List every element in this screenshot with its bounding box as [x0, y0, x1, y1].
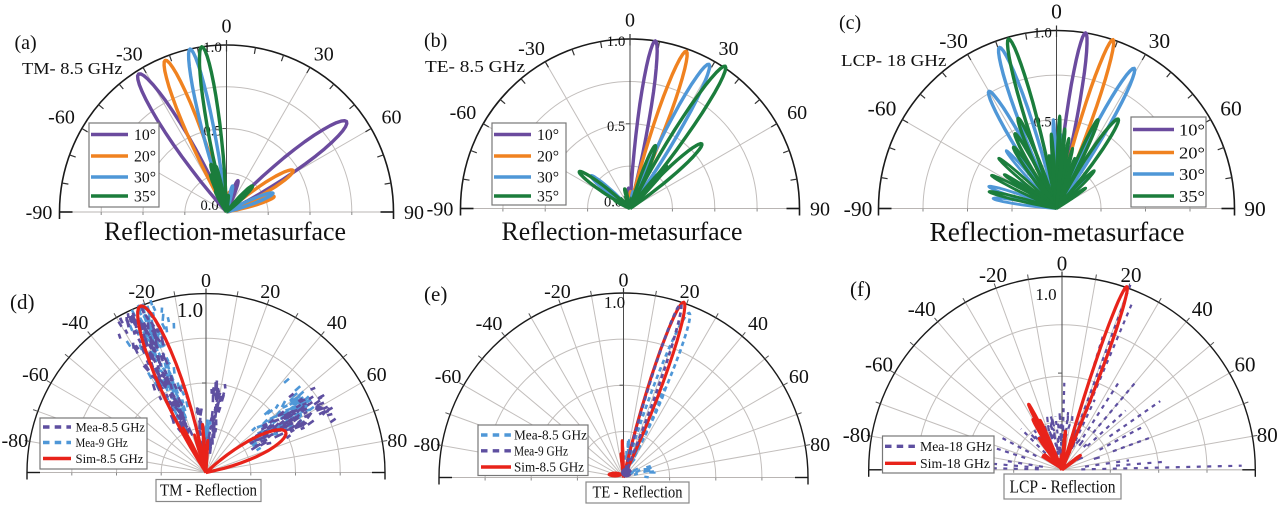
- svg-text:60: 60: [789, 366, 809, 388]
- svg-text:-60: -60: [865, 353, 893, 377]
- svg-text:-30: -30: [939, 29, 968, 53]
- svg-text:35°: 35°: [134, 188, 156, 205]
- svg-text:0: 0: [222, 16, 232, 38]
- svg-text:40: 40: [1192, 297, 1213, 321]
- svg-text:-40: -40: [476, 313, 503, 335]
- svg-text:(d): (d): [10, 290, 35, 314]
- svg-text:1.0: 1.0: [604, 293, 625, 312]
- svg-text:90: 90: [810, 199, 830, 221]
- svg-text:0.0: 0.0: [200, 198, 218, 214]
- svg-text:0: 0: [1057, 251, 1068, 275]
- svg-text:-90: -90: [427, 199, 454, 221]
- svg-text:-40: -40: [62, 312, 89, 334]
- svg-text:20: 20: [1121, 263, 1142, 287]
- svg-text:-60: -60: [868, 96, 897, 120]
- svg-text:0: 0: [625, 10, 635, 32]
- svg-text:1.0: 1.0: [203, 40, 222, 56]
- svg-text:-20: -20: [128, 281, 155, 303]
- svg-text:35°: 35°: [537, 188, 559, 205]
- svg-text:-20: -20: [979, 263, 1007, 287]
- svg-text:0.5: 0.5: [607, 119, 625, 135]
- svg-text:80: 80: [387, 430, 407, 452]
- svg-text:TM - Reflection: TM - Reflection: [160, 481, 257, 500]
- svg-text:20: 20: [680, 281, 700, 303]
- svg-text:90: 90: [404, 202, 424, 224]
- svg-text:(b): (b): [424, 30, 447, 52]
- svg-text:20: 20: [260, 281, 280, 303]
- svg-text:1.0: 1.0: [1033, 26, 1052, 42]
- svg-text:Sim-8.5 GHz: Sim-8.5 GHz: [76, 451, 144, 466]
- svg-text:-60: -60: [450, 102, 477, 124]
- svg-text:30: 30: [1149, 29, 1171, 53]
- svg-text:20°: 20°: [134, 148, 156, 165]
- svg-text:0: 0: [201, 270, 211, 292]
- svg-text:-20: -20: [544, 281, 571, 303]
- svg-text:TE- 8.5 GHz: TE- 8.5 GHz: [425, 57, 526, 76]
- svg-text:-80: -80: [414, 434, 441, 456]
- svg-text:-80: -80: [1, 430, 28, 452]
- svg-text:30: 30: [719, 38, 739, 60]
- svg-text:Mea-18 GHz: Mea-18 GHz: [920, 440, 992, 455]
- svg-text:20°: 20°: [537, 148, 559, 165]
- svg-text:40: 40: [327, 312, 347, 334]
- svg-text:Mea-9 GHz: Mea-9 GHz: [514, 443, 568, 458]
- svg-text:Reflection-metasurface: Reflection-metasurface: [502, 217, 743, 246]
- svg-text:Sim-8.5 GHz: Sim-8.5 GHz: [514, 460, 584, 475]
- svg-text:1.0: 1.0: [177, 298, 203, 322]
- svg-text:0: 0: [619, 270, 629, 292]
- svg-text:60: 60: [367, 364, 387, 386]
- svg-text:1.0: 1.0: [607, 34, 626, 50]
- svg-text:-30: -30: [116, 43, 143, 65]
- svg-text:-60: -60: [22, 364, 49, 386]
- svg-text:Mea-8.5 GHz: Mea-8.5 GHz: [514, 428, 587, 443]
- svg-text:(e): (e): [424, 282, 447, 306]
- svg-text:30: 30: [314, 43, 334, 65]
- svg-text:10°: 10°: [134, 127, 156, 144]
- svg-text:80: 80: [810, 434, 830, 456]
- svg-text:Reflection-metasurface: Reflection-metasurface: [930, 216, 1185, 247]
- svg-text:35°: 35°: [1179, 187, 1205, 206]
- svg-text:-90: -90: [26, 202, 53, 224]
- svg-text:-80: -80: [843, 423, 871, 447]
- svg-text:0: 0: [1051, 0, 1062, 24]
- svg-text:10°: 10°: [537, 127, 559, 144]
- svg-text:60: 60: [1235, 353, 1256, 377]
- svg-text:10°: 10°: [1179, 120, 1205, 139]
- svg-text:30°: 30°: [537, 169, 559, 186]
- svg-text:TM- 8.5 GHz: TM- 8.5 GHz: [22, 59, 123, 78]
- svg-text:80: 80: [1257, 423, 1278, 447]
- svg-text:1.0: 1.0: [1035, 285, 1056, 304]
- svg-text:Reflection-metasurface: Reflection-metasurface: [104, 217, 346, 246]
- svg-text:90: 90: [1244, 197, 1266, 221]
- svg-text:60: 60: [1220, 96, 1242, 120]
- svg-text:30°: 30°: [1179, 165, 1205, 184]
- svg-text:(a): (a): [15, 32, 37, 54]
- svg-text:TE - Reflection: TE - Reflection: [593, 483, 683, 502]
- svg-text:20°: 20°: [1179, 143, 1205, 162]
- svg-text:60: 60: [382, 107, 402, 129]
- svg-text:30°: 30°: [134, 169, 156, 186]
- svg-text:-90: -90: [844, 197, 873, 221]
- svg-text:Mea-9 GHz: Mea-9 GHz: [76, 435, 128, 450]
- svg-text:-30: -30: [518, 38, 545, 60]
- svg-text:60: 60: [787, 102, 807, 124]
- svg-text:40: 40: [748, 313, 768, 335]
- svg-text:-60: -60: [435, 366, 462, 388]
- svg-text:Sim-18 GHz: Sim-18 GHz: [920, 457, 990, 472]
- svg-text:-60: -60: [48, 107, 75, 129]
- svg-text:LCP - Reflection: LCP - Reflection: [1010, 477, 1116, 497]
- svg-text:(f): (f): [850, 277, 871, 301]
- svg-text:LCP- 18 GHz: LCP- 18 GHz: [841, 51, 947, 70]
- svg-text:-40: -40: [908, 297, 936, 321]
- svg-text:Mea-8.5 GHz: Mea-8.5 GHz: [76, 419, 146, 434]
- svg-text:(c): (c): [839, 12, 861, 34]
